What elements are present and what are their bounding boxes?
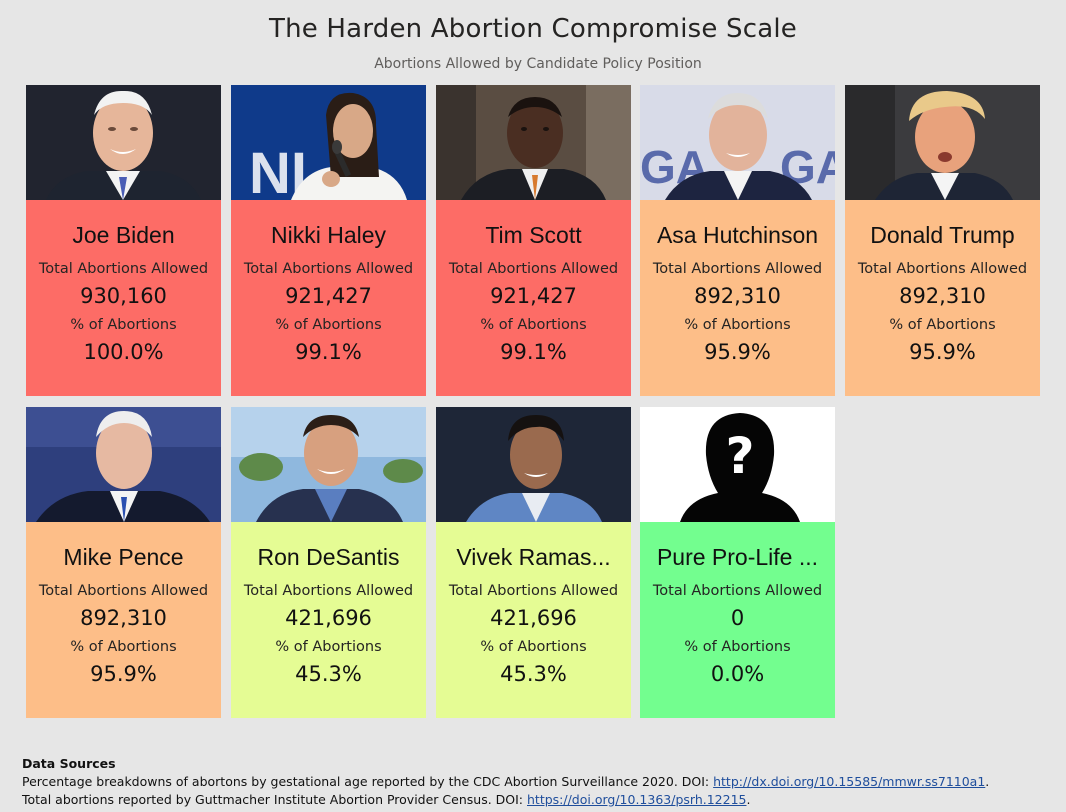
percent-abortions-label: % of Abortions bbox=[684, 317, 791, 333]
percent-abortions-value: 100.0% bbox=[83, 340, 164, 364]
candidate-photo bbox=[231, 407, 426, 522]
candidate-name: Donald Trump bbox=[870, 222, 1015, 248]
percent-abortions-label: % of Abortions bbox=[70, 639, 177, 655]
total-abortions-value: 921,427 bbox=[285, 284, 372, 308]
page-subtitle: Abortions Allowed by Candidate Policy Po… bbox=[374, 56, 702, 72]
candidate-card-vivek-ramaswamy[interactable]: Vivek Ramas... Total Abortions Allowed 4… bbox=[436, 407, 631, 718]
percent-abortions-value: 95.9% bbox=[909, 340, 976, 364]
svg-text:?: ? bbox=[725, 427, 754, 485]
data-sources-title: Data Sources bbox=[22, 756, 116, 771]
candidate-photo bbox=[436, 85, 631, 200]
candidate-photo bbox=[26, 407, 221, 522]
candidate-card-tim-scott[interactable]: Tim Scott Total Abortions Allowed 921,42… bbox=[436, 85, 631, 396]
total-abortions-value: 0 bbox=[730, 606, 745, 630]
percent-abortions-value: 95.9% bbox=[704, 340, 771, 364]
candidate-name: Tim Scott bbox=[485, 222, 582, 248]
data-source-period: . bbox=[746, 792, 751, 807]
data-sources-footer: Data Sources Percentage breakdowns of ab… bbox=[22, 755, 989, 809]
total-abortions-label: Total Abortions Allowed bbox=[652, 583, 823, 599]
candidate-name: Vivek Ramas... bbox=[456, 544, 611, 570]
total-abortions-value: 921,427 bbox=[490, 284, 577, 308]
candidate-name: Asa Hutchinson bbox=[656, 222, 819, 248]
candidate-card-asa-hutchinson[interactable]: GA GA Asa Hutchinson Total Abortions All… bbox=[640, 85, 835, 396]
percent-abortions-label: % of Abortions bbox=[684, 639, 791, 655]
total-abortions-value: 421,696 bbox=[490, 606, 577, 630]
total-abortions-label: Total Abortions Allowed bbox=[857, 261, 1028, 277]
candidate-name: Mike Pence bbox=[63, 544, 184, 570]
candidate-name: Ron DeSantis bbox=[257, 544, 400, 570]
total-abortions-label: Total Abortions Allowed bbox=[243, 583, 414, 599]
percent-abortions-label: % of Abortions bbox=[480, 639, 587, 655]
candidate-card-nikki-haley[interactable]: NI Nikki Haley Total Abortions Allowed 9… bbox=[231, 85, 426, 396]
candidate-photo: NI bbox=[231, 85, 426, 200]
candidate-info-panel: Ron DeSantis Total Abortions Allowed 421… bbox=[231, 522, 426, 718]
candidate-name: Joe Biden bbox=[72, 222, 175, 248]
guttmacher-doi-link[interactable]: https://doi.org/10.1363/psrh.12215 bbox=[527, 792, 747, 807]
total-abortions-value: 892,310 bbox=[694, 284, 781, 308]
total-abortions-value: 892,310 bbox=[80, 606, 167, 630]
total-abortions-value: 892,310 bbox=[899, 284, 986, 308]
percent-abortions-value: 99.1% bbox=[295, 340, 362, 364]
total-abortions-label: Total Abortions Allowed bbox=[448, 583, 619, 599]
percent-abortions-label: % of Abortions bbox=[480, 317, 587, 333]
candidate-name: Pure Pro-Life ... bbox=[656, 544, 819, 570]
candidate-card-pure-pro-life[interactable]: ? Pure Pro-Life ... Total Abortions Allo… bbox=[640, 407, 835, 718]
percent-abortions-label: % of Abortions bbox=[275, 639, 382, 655]
total-abortions-label: Total Abortions Allowed bbox=[448, 261, 619, 277]
data-source-text: Total abortions reported by Guttmacher I… bbox=[22, 792, 527, 807]
candidate-info-panel: Vivek Ramas... Total Abortions Allowed 4… bbox=[436, 522, 631, 718]
percent-abortions-label: % of Abortions bbox=[889, 317, 996, 333]
percent-abortions-value: 45.3% bbox=[500, 662, 567, 686]
total-abortions-label: Total Abortions Allowed bbox=[652, 261, 823, 277]
percent-abortions-value: 99.1% bbox=[500, 340, 567, 364]
data-source-line-guttmacher: Total abortions reported by Guttmacher I… bbox=[22, 791, 989, 809]
candidate-card-mike-pence[interactable]: Mike Pence Total Abortions Allowed 892,3… bbox=[26, 407, 221, 718]
candidate-info-panel: Donald Trump Total Abortions Allowed 892… bbox=[845, 200, 1040, 396]
candidate-info-panel: Asa Hutchinson Total Abortions Allowed 8… bbox=[640, 200, 835, 396]
total-abortions-label: Total Abortions Allowed bbox=[38, 583, 209, 599]
percent-abortions-label: % of Abortions bbox=[275, 317, 382, 333]
candidate-info-panel: Tim Scott Total Abortions Allowed 921,42… bbox=[436, 200, 631, 396]
cdc-doi-link[interactable]: http://dx.doi.org/10.15585/mmwr.ss7110a1 bbox=[713, 774, 986, 789]
data-source-period: . bbox=[985, 774, 990, 789]
candidate-photo bbox=[845, 85, 1040, 200]
total-abortions-value: 930,160 bbox=[80, 284, 167, 308]
percent-abortions-value: 95.9% bbox=[90, 662, 157, 686]
candidate-photo bbox=[26, 85, 221, 200]
percent-abortions-label: % of Abortions bbox=[70, 317, 177, 333]
candidate-info-panel: Joe Biden Total Abortions Allowed 930,16… bbox=[26, 200, 221, 396]
data-source-line-cdc: Percentage breakdowns of abortons by ges… bbox=[22, 773, 989, 791]
candidate-photo: GA GA bbox=[640, 85, 835, 200]
candidate-card-ron-desantis[interactable]: Ron DeSantis Total Abortions Allowed 421… bbox=[231, 407, 426, 718]
data-source-text: Percentage breakdowns of abortons by ges… bbox=[22, 774, 714, 789]
total-abortions-label: Total Abortions Allowed bbox=[38, 261, 209, 277]
percent-abortions-value: 0.0% bbox=[710, 662, 765, 686]
page-title: The Harden Abortion Compromise Scale bbox=[269, 14, 797, 44]
candidate-card-donald-trump[interactable]: Donald Trump Total Abortions Allowed 892… bbox=[845, 85, 1040, 396]
candidate-card-joe-biden[interactable]: Joe Biden Total Abortions Allowed 930,16… bbox=[26, 85, 221, 396]
percent-abortions-value: 45.3% bbox=[295, 662, 362, 686]
total-abortions-label: Total Abortions Allowed bbox=[243, 261, 414, 277]
candidate-info-panel: Pure Pro-Life ... Total Abortions Allowe… bbox=[640, 522, 835, 718]
candidate-info-panel: Mike Pence Total Abortions Allowed 892,3… bbox=[26, 522, 221, 718]
total-abortions-value: 421,696 bbox=[285, 606, 372, 630]
candidate-photo bbox=[436, 407, 631, 522]
unknown-silhouette-icon: ? bbox=[640, 407, 835, 522]
candidate-name: Nikki Haley bbox=[270, 222, 387, 248]
candidate-info-panel: Nikki Haley Total Abortions Allowed 921,… bbox=[231, 200, 426, 396]
